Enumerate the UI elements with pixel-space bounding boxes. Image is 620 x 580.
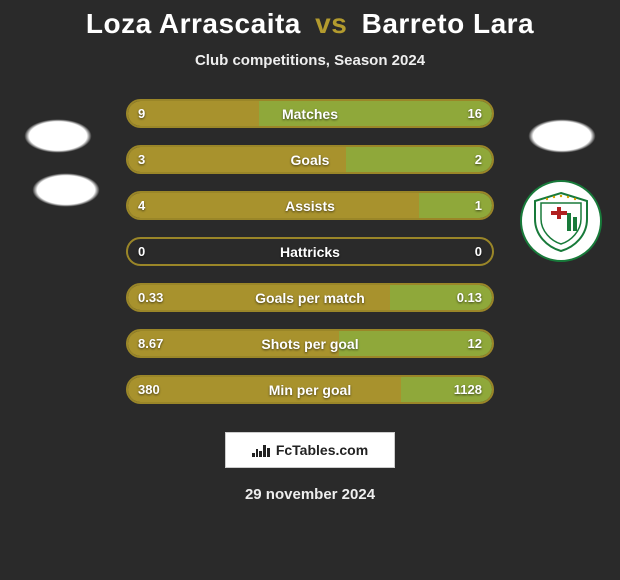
metric-label: Shots per goal (128, 331, 492, 356)
metric-row: 00Hattricks (126, 237, 494, 266)
player2-avatar-placeholder (514, 112, 610, 160)
metric-row: 41Assists (126, 191, 494, 220)
vs-text: vs (315, 8, 347, 39)
metric-row: 8.6712Shots per goal (126, 329, 494, 358)
metric-row: 3801128Min per goal (126, 375, 494, 404)
player1-team-badge-placeholder (18, 166, 114, 214)
metric-label: Assists (128, 193, 492, 218)
metric-row: 32Goals (126, 145, 494, 174)
metric-row: 916Matches (126, 99, 494, 128)
player1-avatar-placeholder (10, 112, 106, 160)
subtitle: Club competitions, Season 2024 (0, 52, 620, 69)
infographic-root: Loza Arrascaita vs Barreto Lara Club com… (0, 0, 620, 580)
bar-chart-icon (252, 443, 270, 457)
metric-label: Matches (128, 101, 492, 126)
oriente-petrolero-badge-icon (529, 189, 593, 253)
player2-name: Barreto Lara (362, 8, 535, 39)
metric-label: Goals (128, 147, 492, 172)
metric-label: Goals per match (128, 285, 492, 310)
footer-date: 29 november 2024 (0, 486, 620, 503)
player2-team-badge (520, 180, 602, 262)
metric-label: Hattricks (128, 239, 492, 264)
fctables-logo: FcTables.com (225, 432, 395, 468)
comparison-bars: 916Matches 32Goals 41Assists 00Hattricks 0.3… (126, 99, 494, 404)
page-title: Loza Arrascaita vs Barreto Lara (0, 8, 620, 40)
player1-name: Loza Arrascaita (86, 8, 301, 39)
brand-text: FcTables.com (276, 442, 368, 458)
metric-row: 0.330.13Goals per match (126, 283, 494, 312)
metric-label: Min per goal (128, 377, 492, 402)
